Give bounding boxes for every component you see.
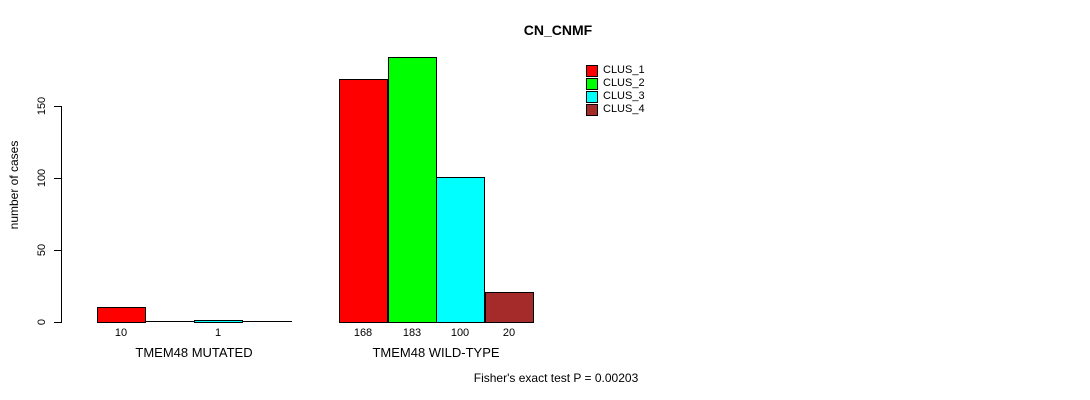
bar-value-label: 168 <box>353 327 373 339</box>
y-axis-title: number of cases <box>7 140 21 230</box>
y-tick-label: 150 <box>36 96 48 116</box>
bar-value-label: 20 <box>502 327 516 339</box>
bar-clus_2-zero <box>146 321 195 322</box>
fisher-test-footnote: Fisher's exact test P = 0.00203 <box>473 371 639 385</box>
legend-swatch-clus_2 <box>586 77 598 90</box>
legend-item-clus_4: CLUS_4 <box>586 103 645 116</box>
bar-clus_2 <box>388 57 437 323</box>
legend-swatch-clus_4 <box>586 103 598 116</box>
category-label-1: TMEM48 WILD-TYPE <box>372 345 500 360</box>
legend-swatch-clus_1 <box>586 64 598 77</box>
bar-value-label: 100 <box>450 327 470 339</box>
bar-value-label: 10 <box>114 327 128 339</box>
y-tick-mark <box>54 322 61 323</box>
bar-clus_4-zero <box>243 321 292 322</box>
bar-value-label: 1 <box>214 327 222 339</box>
legend-item-clus_1: CLUS_1 <box>586 64 645 77</box>
bar-clus_1 <box>339 79 388 323</box>
bar-value-label: 183 <box>402 327 422 339</box>
y-tick-label: 50 <box>36 243 48 257</box>
legend-label-clus_1: CLUS_1 <box>603 64 645 76</box>
legend-item-clus_3: CLUS_3 <box>586 90 645 103</box>
legend-label-clus_2: CLUS_2 <box>603 77 645 89</box>
y-tick-mark <box>54 250 61 251</box>
bar-clus_3 <box>436 177 485 323</box>
bar-clus_1 <box>97 307 146 323</box>
y-tick-mark <box>54 178 61 179</box>
chart-title: CN_CNMF <box>523 22 593 38</box>
legend-label-clus_3: CLUS_3 <box>603 90 645 102</box>
category-label-0: TMEM48 MUTATED <box>135 345 253 360</box>
y-axis-line <box>61 106 62 323</box>
y-tick-label: 0 <box>36 318 48 326</box>
y-tick-mark <box>54 106 61 107</box>
bar-clus_3 <box>194 320 243 323</box>
y-tick-label: 100 <box>36 168 48 188</box>
legend-swatch-clus_3 <box>586 90 598 103</box>
legend-label-clus_4: CLUS_4 <box>603 103 645 115</box>
bar-clus_4 <box>485 292 534 323</box>
legend-item-clus_2: CLUS_2 <box>586 77 645 90</box>
